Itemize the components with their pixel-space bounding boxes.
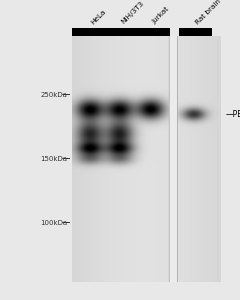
- Text: NIH/3T3: NIH/3T3: [120, 1, 144, 26]
- Text: HeLa: HeLa: [90, 8, 107, 26]
- Text: Jurkat: Jurkat: [151, 6, 170, 26]
- Text: Rat brain: Rat brain: [194, 0, 222, 26]
- Text: 150kDa: 150kDa: [40, 156, 67, 162]
- Text: —: —: [61, 154, 70, 164]
- Text: —PBRM1: —PBRM1: [226, 110, 240, 119]
- Text: 100kDa: 100kDa: [40, 220, 67, 226]
- Text: —: —: [61, 218, 70, 227]
- Text: 250kDa: 250kDa: [40, 92, 67, 98]
- Text: —: —: [61, 91, 70, 100]
